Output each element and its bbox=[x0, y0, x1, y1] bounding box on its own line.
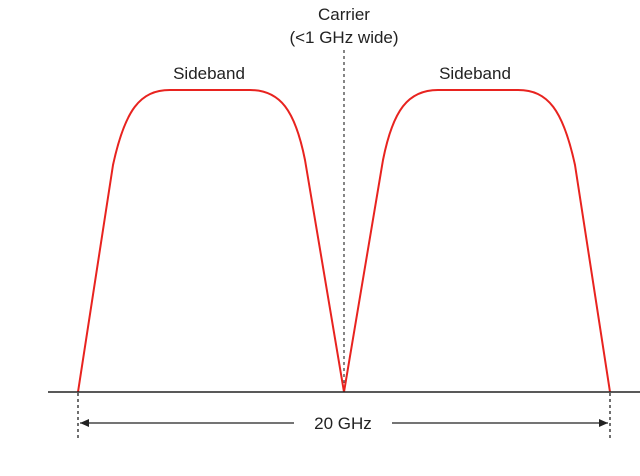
carrier-width-label: (<1 GHz wide) bbox=[289, 28, 398, 47]
right-arrowhead-icon bbox=[599, 419, 608, 427]
left-sideband-curve bbox=[77, 89, 345, 393]
bandwidth-label: 20 GHz bbox=[314, 414, 372, 433]
carrier-label: Carrier bbox=[318, 5, 370, 24]
left-arrowhead-icon bbox=[80, 419, 89, 427]
left-sideband-label: Sideband bbox=[173, 64, 245, 83]
right-sideband-curve bbox=[343, 89, 611, 393]
right-sideband-label: Sideband bbox=[439, 64, 511, 83]
